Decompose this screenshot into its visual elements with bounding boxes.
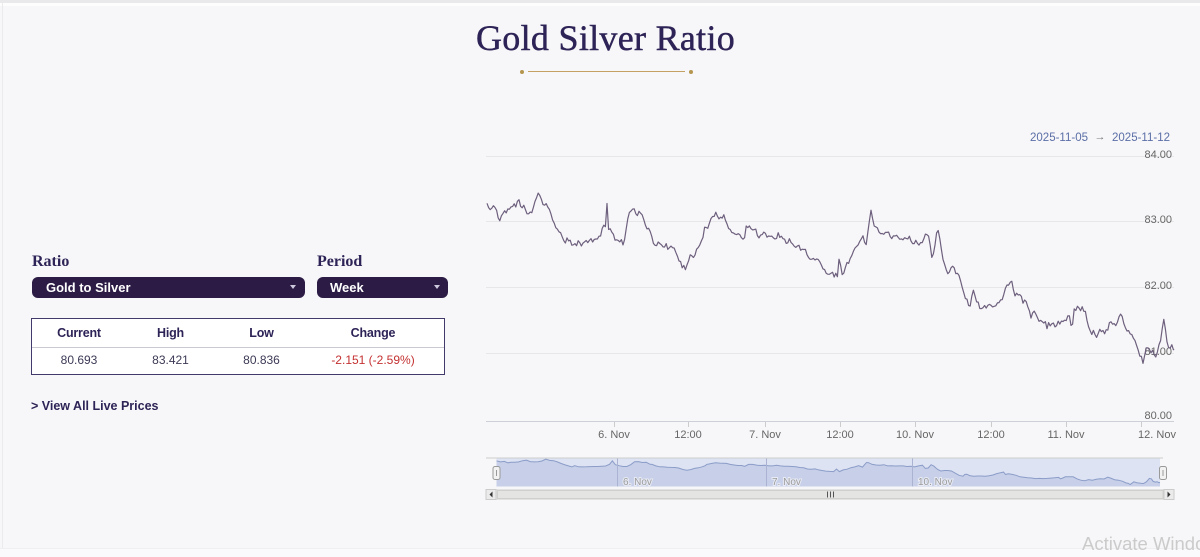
svg-text:12:00: 12:00	[826, 429, 854, 441]
svg-text:10. Nov: 10. Nov	[918, 477, 952, 488]
svg-text:12:00: 12:00	[674, 429, 702, 441]
svg-text:7. Nov: 7. Nov	[749, 429, 781, 441]
svg-text:12:00: 12:00	[977, 429, 1005, 441]
svg-text:→: →	[1095, 131, 1106, 143]
svg-text:7. Nov: 7. Nov	[772, 477, 801, 488]
svg-text:6. Nov: 6. Nov	[598, 429, 630, 441]
svg-text:10. Nov: 10. Nov	[896, 429, 934, 441]
svg-text:2025-11-12: 2025-11-12	[1112, 132, 1170, 144]
svg-text:82.00: 82.00	[1144, 280, 1172, 292]
svg-text:81.00: 81.00	[1144, 346, 1172, 358]
svg-text:6. Nov: 6. Nov	[623, 477, 652, 488]
svg-text:84.00: 84.00	[1144, 149, 1172, 161]
svg-text:11. Nov: 11. Nov	[1047, 429, 1085, 441]
svg-text:12. Nov: 12. Nov	[1138, 429, 1176, 441]
svg-text:2025-11-05: 2025-11-05	[1030, 132, 1088, 144]
svg-text:80.00: 80.00	[1144, 410, 1172, 422]
svg-text:83.00: 83.00	[1144, 214, 1172, 226]
